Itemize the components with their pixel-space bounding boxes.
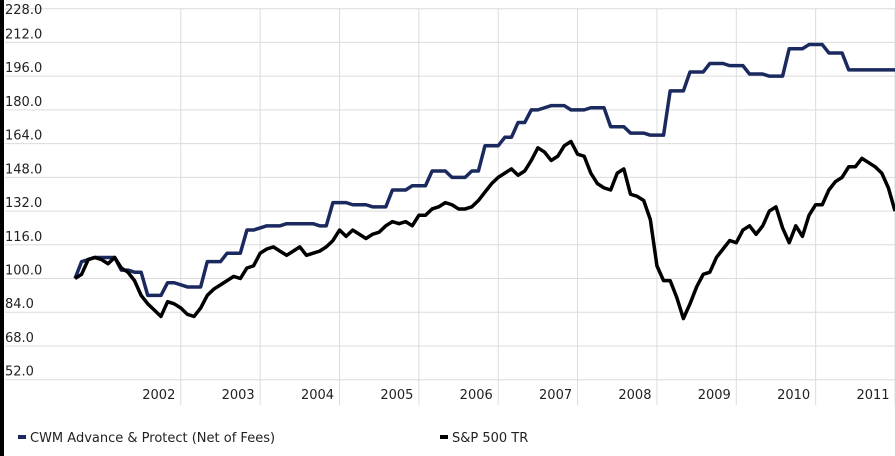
series-line (74, 139, 895, 321)
y-tick-label: 228.0 (5, 3, 42, 18)
y-tick-label: 212.0 (5, 27, 42, 42)
y-tick-label: 180.0 (5, 95, 42, 110)
legend-marker (18, 435, 26, 439)
y-tick-label: 84.0 (5, 297, 34, 312)
legend-label: CWM Advance & Protect (Net of Fees) (30, 431, 275, 446)
x-tick-label: 2010 (777, 388, 810, 403)
y-tick-label: 116.0 (5, 230, 42, 245)
x-tick-label: 2004 (301, 388, 334, 403)
left-border (0, 0, 4, 456)
legend-label: S&P 500 TR (452, 431, 528, 446)
y-tick-label: 132.0 (5, 196, 42, 211)
y-tick-label: 52.0 (5, 365, 34, 380)
y-tick-label: 164.0 (5, 129, 42, 144)
y-tick-label: 100.0 (5, 264, 42, 279)
x-tick-label: 2007 (539, 388, 572, 403)
y-tick-label: 68.0 (5, 331, 34, 346)
y-tick-label: 196.0 (5, 61, 42, 76)
legend-marker (440, 435, 448, 439)
x-tick-label: 2008 (618, 388, 651, 403)
x-tick-label: 2002 (142, 388, 175, 403)
x-tick-label: 2005 (380, 388, 413, 403)
y-tick-label: 148.0 (5, 162, 42, 177)
x-tick-label: 2011 (856, 388, 889, 403)
x-tick-label: 2003 (222, 388, 255, 403)
series-line (73, 42, 895, 298)
x-tick-label: 2006 (460, 388, 493, 403)
x-tick-label: 2009 (698, 388, 731, 403)
